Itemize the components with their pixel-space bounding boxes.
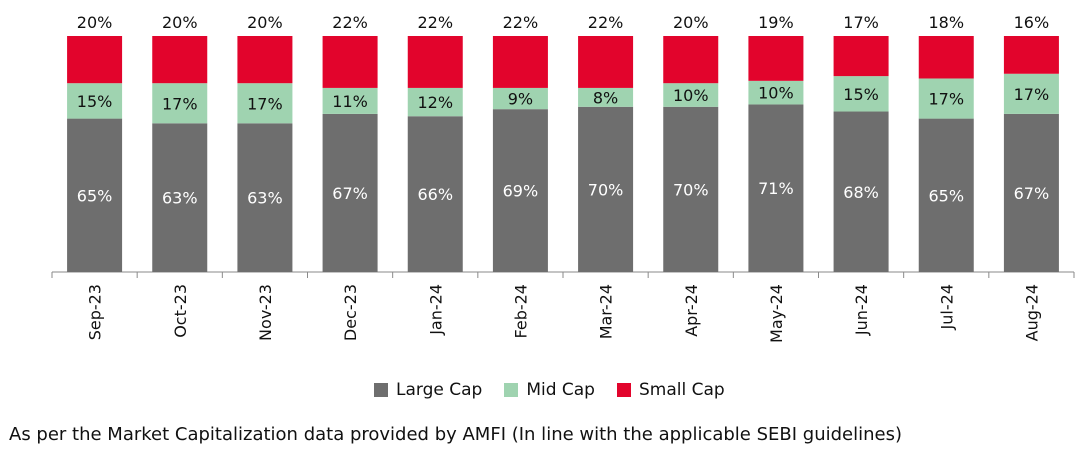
bar-mid-cap-mar-24: [578, 87, 634, 107]
x-tick-label-may-24: May-24: [767, 284, 786, 343]
bar-large-cap-sep-23: [67, 118, 123, 272]
x-tick-label-oct-23: Oct-23: [171, 284, 190, 338]
data-label-large-cap-apr-24: 70%: [673, 180, 709, 199]
bar-small-cap-may-24: [748, 36, 804, 81]
bar-large-cap-aug-24: [1003, 113, 1059, 272]
data-label-large-cap-dec-23: 67%: [332, 184, 368, 203]
footnote: As per the Market Capitalization data pr…: [9, 424, 902, 445]
bar-mid-cap-sep-23: [67, 83, 123, 119]
data-label-small-cap-nov-23: 20%: [247, 13, 283, 32]
bar-large-cap-mar-24: [578, 106, 634, 272]
legend-item-mid-cap: Mid Cap: [504, 380, 595, 400]
legend: Large Cap Mid Cap Small Cap: [374, 378, 725, 402]
data-label-large-cap-mar-24: 70%: [588, 180, 624, 199]
data-label-large-cap-nov-23: 63%: [247, 189, 283, 208]
data-label-mid-cap-apr-24: 10%: [673, 86, 709, 105]
bar-small-cap-jun-24: [833, 36, 889, 77]
bar-mid-cap-nov-23: [237, 83, 293, 124]
bar-small-cap-aug-24: [1003, 36, 1059, 74]
data-label-large-cap-jun-24: 68%: [843, 183, 879, 202]
bar-large-cap-jun-24: [833, 111, 889, 273]
bar-mid-cap-jun-24: [833, 76, 889, 112]
x-tick-label-feb-24: Feb-24: [511, 284, 530, 338]
legend-swatch-small-cap: [616, 383, 631, 397]
data-label-large-cap-oct-23: 63%: [162, 189, 198, 208]
data-label-small-cap-dec-23: 22%: [332, 13, 368, 32]
x-tick-label-aug-24: Aug-24: [1022, 284, 1041, 341]
bar-small-cap-feb-24: [492, 36, 548, 88]
bar-small-cap-dec-23: [322, 36, 378, 88]
data-label-small-cap-mar-24: 22%: [588, 13, 624, 32]
bar-large-cap-feb-24: [492, 109, 548, 272]
data-label-mid-cap-aug-24: 17%: [1014, 85, 1050, 104]
legend-label-mid-cap: Mid Cap: [526, 380, 595, 400]
data-label-large-cap-aug-24: 67%: [1014, 184, 1050, 203]
legend-label-small-cap: Small Cap: [638, 380, 725, 400]
x-tick-label-nov-23: Nov-23: [256, 284, 275, 341]
legend-item-large-cap: Large Cap: [374, 380, 482, 400]
data-label-large-cap-may-24: 71%: [758, 179, 794, 198]
bar-small-cap-jan-24: [407, 36, 463, 88]
x-tick-label-sep-23: Sep-23: [86, 284, 105, 340]
data-label-mid-cap-jun-24: 15%: [843, 85, 879, 104]
bar-small-cap-oct-23: [152, 36, 208, 84]
bar-mid-cap-jul-24: [918, 78, 974, 119]
stacked-bar-chart: 65% 15% 20% Sep-23 63% 17% 20% Oct-23 63% 17% 20% N…: [51, 13, 1075, 343]
data-label-mid-cap-oct-23: 17%: [162, 94, 198, 113]
x-tick-label-jun-24: Jun-24: [852, 284, 871, 336]
legend-label-large-cap: Large Cap: [396, 380, 483, 400]
data-label-mid-cap-jul-24: 17%: [928, 90, 964, 109]
data-label-large-cap-sep-23: 65%: [77, 186, 113, 205]
data-label-small-cap-jun-24: 17%: [843, 13, 879, 32]
x-tick-label-jan-24: Jan-24: [426, 284, 445, 336]
bar-mid-cap-aug-24: [1003, 73, 1059, 114]
bar-large-cap-dec-23: [322, 113, 378, 272]
bar-small-cap-sep-23: [67, 36, 123, 84]
bar-small-cap-apr-24: [663, 36, 719, 84]
legend-swatch-large-cap: [374, 383, 388, 397]
x-tick-label-mar-24: Mar-24: [597, 284, 616, 339]
bar-mid-cap-oct-23: [152, 83, 208, 124]
bar-large-cap-nov-23: [237, 123, 293, 272]
data-label-small-cap-oct-23: 20%: [162, 13, 198, 32]
bar-large-cap-apr-24: [663, 106, 719, 272]
data-label-small-cap-jan-24: 22%: [417, 13, 453, 32]
bar-large-cap-jan-24: [407, 116, 463, 273]
data-label-mid-cap-feb-24: 9%: [508, 90, 533, 109]
bar-mid-cap-dec-23: [322, 87, 378, 114]
x-tick-label-jul-24: Jul-24: [937, 284, 956, 330]
legend-swatch-mid-cap: [504, 383, 519, 397]
bar-large-cap-oct-23: [152, 123, 208, 272]
data-label-small-cap-apr-24: 20%: [673, 13, 709, 32]
bar-large-cap-may-24: [748, 104, 804, 272]
data-label-small-cap-aug-24: 16%: [1014, 13, 1050, 32]
bar-small-cap-mar-24: [578, 36, 634, 88]
data-label-mid-cap-nov-23: 17%: [247, 94, 283, 113]
data-label-small-cap-feb-24: 22%: [503, 13, 539, 32]
data-label-mid-cap-mar-24: 8%: [593, 88, 618, 107]
data-label-small-cap-jul-24: 18%: [928, 13, 964, 32]
data-label-mid-cap-dec-23: 11%: [332, 92, 368, 111]
data-label-mid-cap-jan-24: 12%: [417, 93, 453, 112]
x-tick-label-apr-24: Apr-24: [682, 284, 701, 337]
legend-item-small-cap: Small Cap: [616, 380, 725, 400]
bar-small-cap-jul-24: [918, 36, 974, 79]
data-label-large-cap-jul-24: 65%: [928, 186, 964, 205]
data-label-mid-cap-sep-23: 15%: [77, 92, 113, 111]
data-label-large-cap-jan-24: 66%: [417, 185, 453, 204]
data-label-large-cap-feb-24: 69%: [503, 182, 539, 201]
x-tick-label-dec-23: Dec-23: [341, 284, 360, 341]
data-label-mid-cap-may-24: 10%: [758, 84, 794, 103]
bar-mid-cap-apr-24: [663, 83, 719, 107]
bar-large-cap-jul-24: [918, 118, 974, 272]
bar-mid-cap-may-24: [748, 80, 804, 105]
bar-small-cap-nov-23: [237, 36, 293, 84]
bar-mid-cap-feb-24: [492, 87, 548, 110]
data-label-small-cap-may-24: 19%: [758, 13, 794, 32]
data-label-small-cap-sep-23: 20%: [77, 13, 113, 32]
bar-mid-cap-jan-24: [407, 87, 463, 117]
